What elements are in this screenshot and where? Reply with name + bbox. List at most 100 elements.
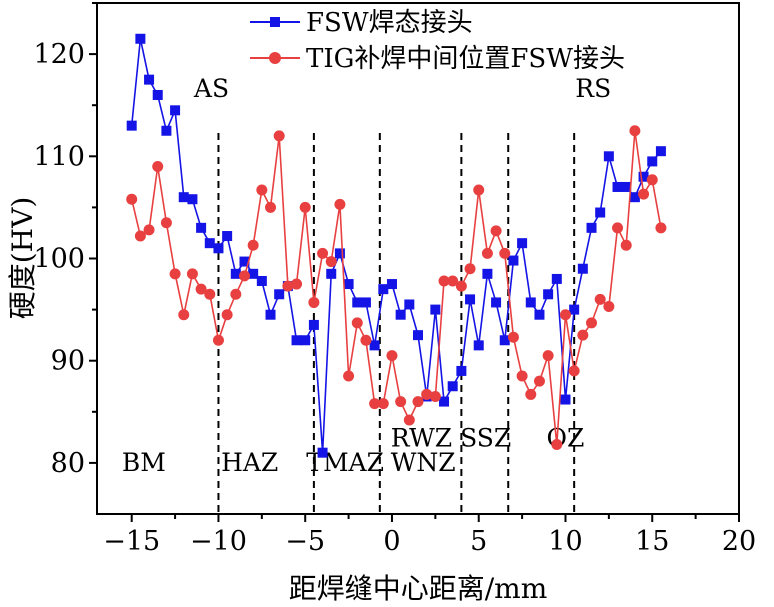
axis-ticks [89,2,740,522]
fsw-data-point [369,340,380,351]
fsw-data-point [577,263,588,274]
fsw-data-point [204,238,215,249]
x-tick-label: 10 [548,526,582,557]
axis-tick-labels: −15 −10 −5 0 5 10 15 20 80 90 100 110 120 [33,39,756,557]
x-tick-label: 20 [722,526,756,557]
tig-data-point [377,398,389,410]
zone-boundaries [217,133,576,514]
tig-data-point [559,309,571,321]
tig-data-point [655,222,667,234]
fsw-data-point [317,447,328,458]
data-series [126,33,667,458]
tig-data-point [429,390,441,402]
tig-data-point [603,301,615,313]
tig-data-point [334,198,346,210]
tig-data-point [586,317,598,329]
tig-data-point [308,296,320,308]
tig-data-point [273,130,285,142]
y-tick-label: 90 [51,346,85,377]
fsw-data-point [404,299,415,310]
y-tick-label: 120 [33,39,85,70]
fsw-data-point [308,319,319,330]
tig-data-point [516,370,528,382]
fsw-data-point [655,146,666,157]
tig-data-point [507,331,519,343]
fsw-data-point [300,335,311,346]
tig-data-point [646,174,658,186]
tig-data-point [568,365,580,377]
tig-data-point [481,247,493,259]
fsw-data-point [430,304,441,315]
tig-data-point [421,388,433,400]
fsw-data-point [343,279,354,290]
fsw-data-point [144,74,155,85]
fsw-data-point [465,294,476,305]
tig-data-point [169,268,181,280]
tig-data-point [256,184,268,196]
fsw-data-point [152,89,163,100]
tig-data-point [395,396,407,408]
fsw-data-point [248,268,259,279]
fsw-data-point [352,297,363,308]
fsw-data-point [378,284,389,295]
tig-data-point [525,388,537,400]
fsw-data-point [595,207,606,218]
fsw-data-point [439,396,450,407]
fsw-data-point [473,340,484,351]
fsw-data-point [447,381,458,392]
y-tick-label: 100 [33,244,85,275]
tig-data-point [438,275,450,287]
x-tick-label: −15 [103,526,160,557]
fsw-data-point [222,231,233,242]
fsw-data-point [161,125,172,136]
tig-data-point [369,398,381,410]
fsw-data-point [603,151,614,162]
tig-data-point [455,280,467,292]
tig-data-point [291,278,303,290]
legend-fsw-label: FSW焊态接头 [306,8,473,38]
fsw-data-point [482,268,493,279]
tig-data-point [542,350,554,362]
tig-data-point [282,280,294,292]
legend-tig-label: TIG补焊中间位置FSW接头 [306,44,625,74]
tig-data-point [386,350,398,362]
y-tick-label: 110 [33,141,85,172]
tig-data-point [143,224,155,236]
tig-data-point [490,225,502,237]
fsw-data-point [256,275,267,286]
fsw-data-point [265,309,276,320]
tig-data-point [247,239,259,251]
fsw-data-point [230,268,241,279]
tig-data-point [464,263,476,275]
fsw-data-point [638,171,649,182]
zone-label: HAZ [221,448,278,477]
tig-data-point [412,396,424,408]
tig-data-point [533,375,545,387]
fsw-data-point [239,256,250,267]
tig-data-point [317,247,329,259]
zone-label: RWZ [391,424,452,453]
tig-data-point [629,125,641,137]
fsw-data-point [213,243,224,254]
fsw-data-point [291,335,302,346]
tig-data-point [186,268,198,280]
tig-data-point [499,247,511,259]
zone-label: WNZ [391,448,456,477]
fsw-data-point [491,297,502,308]
tig-data-point [325,256,337,268]
fsw-data-point [517,238,528,249]
fsw-data-point [135,33,146,44]
tig-data-point [351,317,363,329]
fsw-data-point [647,156,658,167]
tig-data-point [212,334,224,346]
fsw-data-point [586,222,597,233]
tig-data-point [343,370,355,382]
fsw-data-point [551,273,562,284]
tig-data-point [299,201,311,213]
x-tick-label: 15 [635,526,669,557]
tig-data-point [134,230,146,242]
x-tick-label: 0 [383,526,400,557]
fsw-data-point [569,304,580,315]
